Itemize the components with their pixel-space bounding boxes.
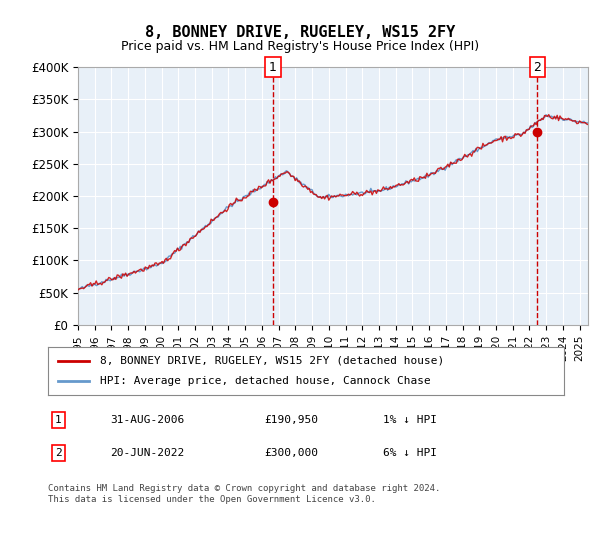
Text: 1: 1 bbox=[269, 60, 277, 74]
Text: Price paid vs. HM Land Registry's House Price Index (HPI): Price paid vs. HM Land Registry's House … bbox=[121, 40, 479, 53]
Text: 8, BONNEY DRIVE, RUGELEY, WS15 2FY (detached house): 8, BONNEY DRIVE, RUGELEY, WS15 2FY (deta… bbox=[100, 356, 444, 366]
Text: 6% ↓ HPI: 6% ↓ HPI bbox=[383, 448, 437, 458]
Text: 1% ↓ HPI: 1% ↓ HPI bbox=[383, 415, 437, 425]
Text: £190,950: £190,950 bbox=[265, 415, 319, 425]
Text: Contains HM Land Registry data © Crown copyright and database right 2024.
This d: Contains HM Land Registry data © Crown c… bbox=[48, 484, 440, 504]
Text: £300,000: £300,000 bbox=[265, 448, 319, 458]
Text: 1: 1 bbox=[55, 415, 62, 425]
Text: 8, BONNEY DRIVE, RUGELEY, WS15 2FY: 8, BONNEY DRIVE, RUGELEY, WS15 2FY bbox=[145, 25, 455, 40]
Text: 2: 2 bbox=[55, 448, 62, 458]
Text: HPI: Average price, detached house, Cannock Chase: HPI: Average price, detached house, Cann… bbox=[100, 376, 430, 386]
Text: 2: 2 bbox=[533, 60, 541, 74]
Text: 31-AUG-2006: 31-AUG-2006 bbox=[110, 415, 184, 425]
Text: 20-JUN-2022: 20-JUN-2022 bbox=[110, 448, 184, 458]
